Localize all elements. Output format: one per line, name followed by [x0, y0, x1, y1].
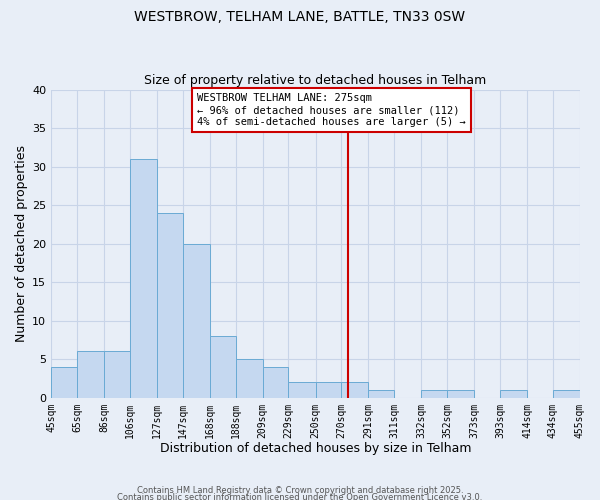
Bar [316, 382, 341, 398]
Text: WESTBROW TELHAM LANE: 275sqm
← 96% of detached houses are smaller (112)
4% of se: WESTBROW TELHAM LANE: 275sqm ← 96% of de… [197, 94, 466, 126]
Bar [421, 390, 447, 398]
Bar [500, 390, 527, 398]
Bar [183, 244, 210, 398]
Bar [210, 336, 236, 398]
Bar [289, 382, 316, 398]
Bar [130, 159, 157, 398]
Bar [263, 367, 289, 398]
Bar [157, 213, 183, 398]
Bar [553, 390, 580, 398]
Text: Contains HM Land Registry data © Crown copyright and database right 2025.: Contains HM Land Registry data © Crown c… [137, 486, 463, 495]
Bar [104, 352, 130, 398]
Text: WESTBROW, TELHAM LANE, BATTLE, TN33 0SW: WESTBROW, TELHAM LANE, BATTLE, TN33 0SW [134, 10, 466, 24]
Y-axis label: Number of detached properties: Number of detached properties [15, 145, 28, 342]
Bar [368, 390, 394, 398]
Bar [447, 390, 474, 398]
Bar [51, 367, 77, 398]
Text: Contains public sector information licensed under the Open Government Licence v3: Contains public sector information licen… [118, 494, 482, 500]
Bar [236, 359, 263, 398]
Bar [341, 382, 368, 398]
Bar [77, 352, 104, 398]
Title: Size of property relative to detached houses in Telham: Size of property relative to detached ho… [145, 74, 487, 87]
X-axis label: Distribution of detached houses by size in Telham: Distribution of detached houses by size … [160, 442, 472, 455]
